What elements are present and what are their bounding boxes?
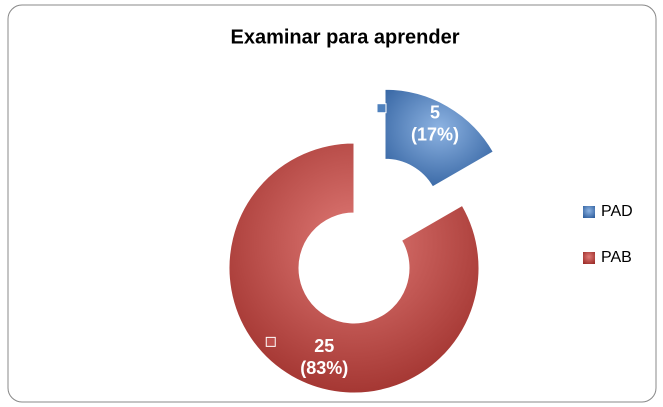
legend-swatch — [583, 252, 595, 264]
label-marker — [376, 103, 387, 114]
percent-label: (83%) — [300, 358, 348, 378]
data-label: 5(17%) — [376, 102, 459, 144]
legend-swatch — [583, 206, 595, 218]
legend-label: PAD — [601, 203, 633, 220]
value-label: 25 — [314, 336, 334, 356]
doughnut-slice — [384, 88, 494, 188]
chart-title: Examinar para aprender — [231, 26, 460, 48]
percent-label: (17%) — [411, 124, 459, 144]
doughnut-slice — [228, 142, 480, 394]
data-label: 25(83%) — [265, 336, 348, 378]
value-label: 5 — [430, 102, 440, 122]
label-marker — [265, 336, 276, 347]
legend-label: PAB — [601, 249, 632, 266]
